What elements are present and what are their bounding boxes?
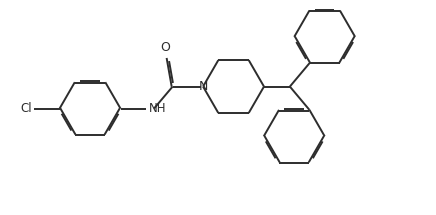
Text: Cl: Cl <box>20 102 31 115</box>
Text: O: O <box>160 41 170 54</box>
Text: N: N <box>198 80 208 93</box>
Text: NH: NH <box>149 102 166 115</box>
